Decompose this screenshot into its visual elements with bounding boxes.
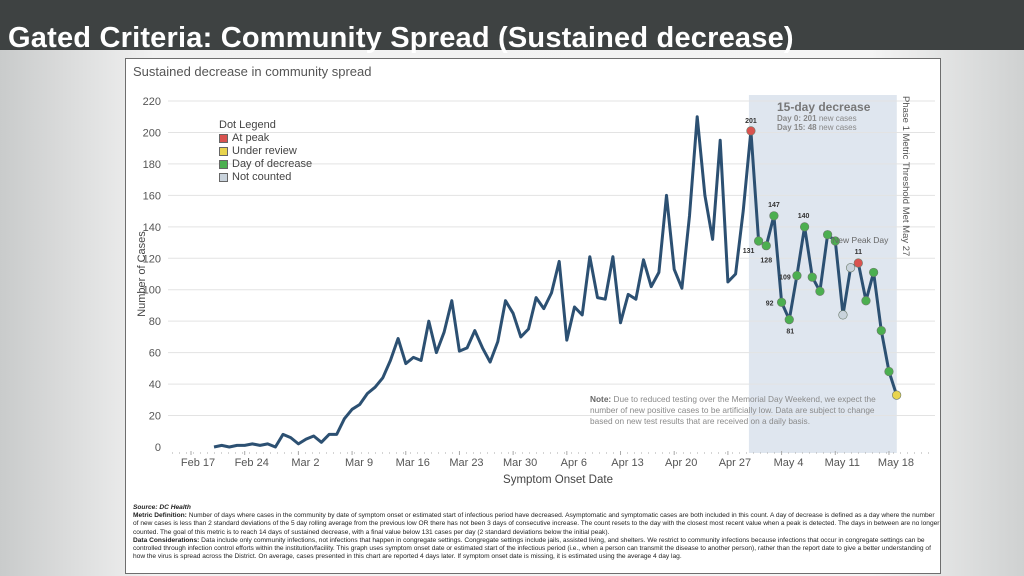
dot-data-label: 147: [768, 202, 780, 209]
dot-marker: [784, 315, 794, 325]
day0-line: Day 0: 201 new cases: [777, 114, 870, 123]
y-tick-label: 120: [143, 253, 161, 265]
dot-data-label: 81: [786, 329, 794, 336]
day0-prefix: Day 0:: [777, 114, 804, 123]
legend-item-day-of-decrease: Day of decrease: [219, 158, 312, 171]
x-tick-label: May 11: [825, 457, 860, 469]
day15-value: 48: [807, 123, 817, 132]
x-tick-label: Feb 17: [181, 457, 215, 469]
dot-marker: [746, 126, 756, 136]
dot-marker: [861, 296, 871, 306]
metric-definition-label: Metric Definition:: [133, 512, 187, 520]
x-tick-label: Apr 6: [561, 457, 587, 469]
metric-definition-text: Number of days where cases in the commun…: [133, 512, 940, 536]
dot-marker: [776, 297, 787, 307]
y-tick-label: 200: [143, 127, 161, 139]
dot-legend: Dot Legend At peak Under review Day of d…: [219, 119, 312, 184]
y-tick-label: 40: [149, 379, 161, 391]
note-text: Due to reduced testing over the Memorial…: [590, 394, 876, 426]
data-considerations-label: Data Considerations:: [133, 536, 200, 544]
y-tick-label: 220: [143, 96, 161, 108]
dot-marker: [853, 258, 863, 268]
day0-value: 201: [803, 114, 817, 123]
legend-swatch-green: [219, 160, 228, 169]
day15-suffix: new cases: [816, 123, 857, 132]
chart-footnote: Source: DC Health Metric Definition: Num…: [133, 504, 941, 561]
x-tick-label: Apr 20: [665, 457, 697, 469]
dot-marker: [823, 230, 833, 240]
dot-data-label: 128: [760, 258, 772, 265]
legend-label: Not counted: [232, 171, 292, 183]
dot-data-label: 109: [779, 275, 791, 282]
metric-definition: Metric Definition: Number of days where …: [133, 512, 941, 537]
dot-data-label: 201: [745, 118, 757, 125]
decrease-summary: 15-day decrease Day 0: 201 new cases Day…: [777, 100, 871, 133]
day0-suffix: new cases: [816, 114, 857, 123]
slide-header-bar: [0, 0, 1024, 50]
dot-data-label: 140: [798, 213, 810, 220]
dot-marker: [884, 366, 894, 377]
dot-marker: [761, 241, 771, 251]
y-tick-label: 140: [143, 222, 161, 234]
x-tick-label: Mar 16: [396, 457, 430, 469]
x-axis-title: Symptom Onset Date: [503, 474, 613, 486]
legend-item-under-review: Under review: [219, 145, 312, 158]
x-tick-label: Apr 27: [719, 457, 751, 469]
slide-title: Gated Criteria: Community Spread (Sustai…: [8, 22, 794, 54]
y-tick-label: 180: [143, 159, 161, 171]
legend-swatch-yellow: [219, 147, 228, 156]
dot-data-label: 131: [743, 248, 755, 255]
x-tick-label: Mar 23: [449, 457, 483, 469]
day15-line: Day 15: 48 new cases: [777, 123, 870, 132]
dot-marker: [753, 236, 764, 246]
chart-title: Sustained decrease in community spread: [133, 64, 372, 79]
y-tick-label: 160: [143, 190, 161, 202]
dot-marker: [769, 211, 779, 221]
decrease-heading: 15-day decrease: [777, 100, 871, 114]
dot-marker: [876, 326, 886, 336]
y-tick-label: 0: [155, 442, 161, 454]
legend-swatch-red: [219, 134, 228, 143]
x-tick-label: Feb 24: [235, 457, 269, 469]
new-peak-day-annotation: New Peak Day: [832, 235, 889, 245]
x-tick-label: Mar 2: [291, 457, 319, 469]
x-tick-label: Mar 30: [503, 457, 537, 469]
y-tick-label: 100: [143, 285, 161, 297]
legend-swatch-gray: [219, 173, 228, 182]
dot-marker: [869, 267, 879, 278]
dot-data-label: 92: [766, 300, 774, 307]
dot-marker: [830, 236, 840, 246]
y-axis-title: Number of Cases: [136, 231, 148, 317]
x-tick-label: May 4: [774, 457, 804, 469]
dot-marker: [792, 270, 802, 281]
legend-label: At peak: [232, 132, 270, 144]
x-tick-label: Apr 13: [611, 457, 643, 469]
legend-item-at-peak: At peak: [219, 132, 312, 145]
dot-marker: [815, 286, 825, 296]
dot-data-label: 11: [855, 249, 863, 256]
memorial-day-note: Note: Due to reduced testing over the Me…: [590, 394, 880, 427]
y-tick-label: 80: [149, 316, 161, 328]
dot-marker: [892, 390, 902, 400]
y-tick-label: 60: [149, 348, 161, 360]
legend-label: Under review: [232, 145, 297, 157]
data-considerations-text: Data include only community infections, …: [133, 536, 931, 561]
legend-item-not-counted: Not counted: [219, 171, 312, 184]
phase1-threshold-annotation: Phase 1 Metric Threshold Met May 27: [900, 96, 911, 256]
x-tick-label: May 18: [878, 457, 914, 469]
dot-marker: [807, 272, 817, 282]
source-text: Source: DC Health: [133, 504, 191, 511]
x-tick-label: Mar 9: [345, 457, 373, 469]
dot-marker: [838, 310, 848, 320]
day15-prefix: Day 15:: [777, 123, 808, 132]
legend-label: Day of decrease: [232, 158, 313, 170]
dot-marker: [846, 263, 856, 273]
note-label: Note:: [590, 394, 612, 404]
data-considerations: Data Considerations: Data include only c…: [133, 537, 941, 562]
dot-marker: [799, 222, 810, 232]
legend-title: Dot Legend: [219, 119, 276, 131]
y-tick-label: 20: [149, 411, 161, 423]
